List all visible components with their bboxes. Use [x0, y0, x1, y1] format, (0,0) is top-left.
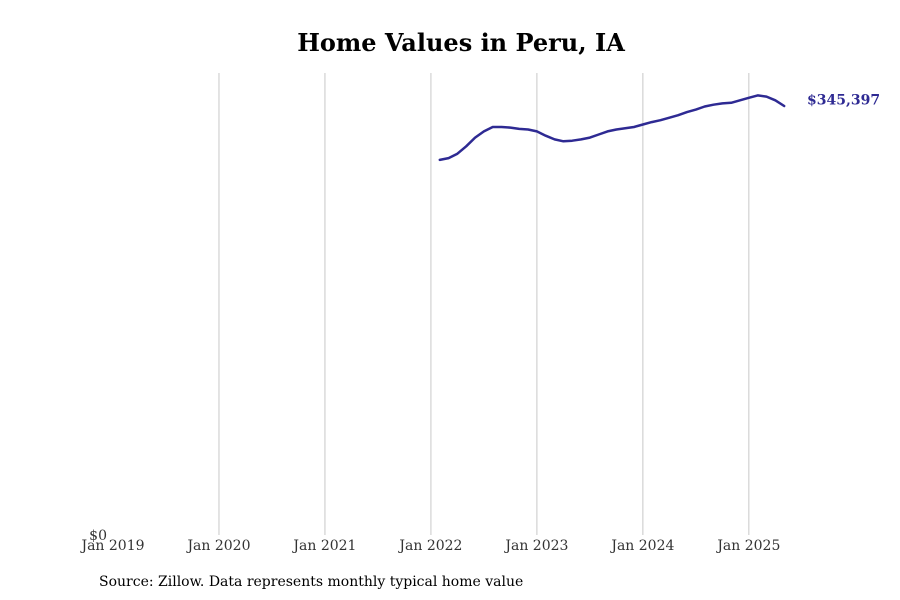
x-tick-label: Jan 2021: [291, 538, 356, 554]
y-tick-label: $0: [89, 528, 107, 544]
home-value-line: [438, 94, 786, 162]
x-tick-label: Jan 2020: [185, 538, 250, 554]
grid-lines: [218, 73, 750, 535]
chart-title: Home Values in Peru, IA: [297, 28, 625, 57]
x-tick-label: Jan 2022: [397, 538, 462, 554]
x-tick-label: Jan 2023: [503, 538, 568, 554]
x-tick-label: Jan 2019: [79, 538, 144, 554]
source-note: Source: Zillow. Data represents monthly …: [99, 574, 524, 590]
series-layer: $345,397: [438, 92, 880, 162]
x-tick-label: Jan 2024: [609, 538, 674, 554]
latest-value-label: $345,397: [807, 92, 880, 108]
axis-labels: Jan 2019 Jan 2020 Jan 2021 Jan 2022 Jan 2023…: [79, 528, 780, 554]
x-tick-label: Jan 2025: [715, 538, 780, 554]
